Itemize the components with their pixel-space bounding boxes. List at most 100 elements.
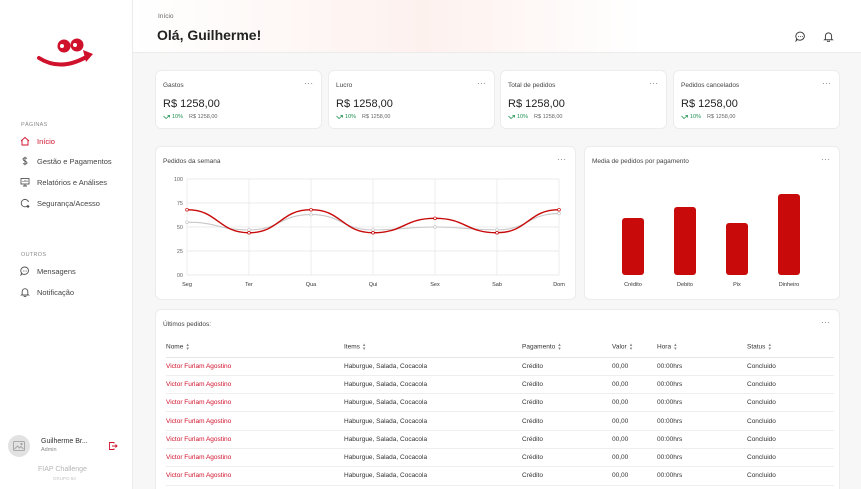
sidebar-item-seguranca[interactable]: Segurança/Acesso — [20, 196, 100, 210]
stat-trend: 10% R$ 1258,00 — [163, 114, 217, 120]
sort-icon[interactable]: ▴ ▾ — [558, 342, 561, 353]
stat-trend: 10% R$ 1258,00 — [508, 114, 562, 120]
stat-card-lucro: Lucro ··· R$ 1258,00 10% R$ 1258,00 — [328, 70, 495, 129]
bar — [674, 207, 696, 275]
cell-items: Haburgue, Salada, Cocacola — [344, 375, 522, 395]
cell-name[interactable]: Victor Furlam Agostino — [166, 430, 344, 449]
table-row[interactable]: Victor Furlam Agostino Haburgue, Salada, … — [166, 357, 834, 376]
chart-card-pedidos-semana: Pedidos da semana ··· 100 75 50 25 00 Seg Ter Q… — [155, 146, 576, 300]
cell-status: Concluido — [747, 448, 834, 468]
sort-icon[interactable]: ▴ ▾ — [362, 342, 366, 353]
orders-table-body: Victor Furlam Agostino Haburgue, Salada, … — [166, 357, 834, 486]
trend-percent: 10% — [517, 114, 529, 120]
section-label-others: OUTROS — [21, 252, 47, 258]
cell-name[interactable]: Victor Furlam Agostino — [166, 448, 344, 468]
sidebar-item-label: Início — [37, 136, 55, 146]
sidebar-item-inicio[interactable]: Início — [20, 134, 55, 148]
cell-time: 00:00hrs — [657, 411, 747, 431]
more-options-button[interactable]: ··· — [304, 79, 314, 88]
sort-icon[interactable]: ▴ ▾ — [186, 342, 189, 353]
table-row[interactable]: Victor Furlam Agostino Haburgue, Salada, … — [166, 375, 834, 395]
table-row[interactable]: Victor Furlam Agostino Haburgue, Salada, … — [166, 411, 834, 431]
x-tick-label: Ter — [245, 282, 253, 288]
column-header-status[interactable]: Status ▴ ▾ — [747, 338, 834, 358]
cell-status: Concluido — [747, 430, 834, 449]
more-options-button[interactable]: ··· — [821, 155, 831, 164]
chat-icon[interactable] — [795, 31, 806, 42]
sort-icon[interactable]: ▴ ▾ — [629, 342, 633, 353]
table-row[interactable]: Victor Furlam Agostino Haburgue, Salada, … — [166, 393, 834, 413]
sidebar-item-notificacao[interactable]: Notificação — [20, 285, 74, 299]
more-options-button[interactable]: ··· — [822, 79, 832, 88]
main-content: Início Olá, Guilherme! Gastos ··· R$ 125… — [133, 0, 861, 489]
sidebar-item-relatorios[interactable]: Relatórios e Análises — [20, 175, 107, 189]
x-tick-label: Seg — [182, 282, 192, 288]
stat-title: Pedidos cancelados — [681, 82, 740, 89]
more-options-button[interactable]: ··· — [649, 79, 659, 88]
user-role: Admin — [41, 447, 57, 453]
sort-icon[interactable]: ▴ ▾ — [674, 342, 677, 353]
x-tick-label: Sex — [430, 282, 440, 288]
table-row[interactable]: Victor Furlam Agostino Haburgue, Salada, … — [166, 466, 834, 486]
stat-title: Gastos — [163, 82, 184, 89]
cell-time: 00:00hrs — [657, 357, 747, 376]
cell-name[interactable]: Victor Furlam Agostino — [166, 393, 344, 413]
data-point — [495, 228, 499, 232]
x-tick-label: Dinheiro — [779, 282, 799, 288]
x-tick-label: Qua — [306, 282, 317, 288]
report-icon — [20, 177, 30, 187]
bar — [726, 223, 748, 275]
cell-items: Haburgue, Salada, Cocacola — [344, 411, 522, 431]
bell-icon — [20, 287, 30, 297]
cell-payment: Crédito — [522, 393, 612, 413]
table-row[interactable]: Victor Furlam Agostino Haburgue, Salada, … — [166, 430, 834, 449]
table-row[interactable]: Victor Furlam Agostino Haburgue, Salada, … — [166, 448, 834, 468]
more-options-button[interactable]: ··· — [821, 318, 831, 327]
more-options-button[interactable]: ··· — [557, 155, 567, 164]
column-header-items[interactable]: Items ▴ ▾ — [344, 338, 522, 358]
trend-up-icon — [163, 114, 170, 119]
stat-title: Total de pedidos — [508, 82, 556, 89]
x-tick-label: Pix — [733, 282, 741, 288]
home-icon — [20, 136, 30, 146]
trend-previous-value: R$ 1258,00 — [534, 114, 563, 120]
table-header-row: Nome ▴ ▾ Items ▴ ▾ Pagamento ▴ ▾ Valor ▴ ▾ Hora ▴… — [166, 338, 834, 358]
data-point — [371, 231, 375, 235]
trend-previous-value: R$ 1258,00 — [707, 114, 736, 120]
stat-title: Lucro — [336, 82, 353, 89]
image-placeholder-icon — [13, 441, 25, 451]
column-header-valor[interactable]: Valor ▴ ▾ — [612, 338, 657, 358]
column-header-nome[interactable]: Nome ▴ ▾ — [166, 338, 344, 358]
cell-value: 00,00 — [612, 357, 657, 376]
cell-name[interactable]: Victor Furlam Agostino — [166, 466, 344, 486]
stat-trend: 10% R$ 1258,00 — [681, 114, 735, 120]
cell-name[interactable]: Victor Furlam Agostino — [166, 357, 344, 376]
cell-value: 00,00 — [612, 430, 657, 449]
column-header-hora[interactable]: Hora ▴ ▾ — [657, 338, 747, 358]
avatar — [8, 435, 30, 457]
cell-name[interactable]: Victor Furlam Agostino — [166, 375, 344, 395]
column-header-pagamento[interactable]: Pagamento ▴ ▾ — [522, 338, 612, 358]
cell-status: Concluido — [747, 466, 834, 486]
user-profile[interactable]: Guilherme Br... Admin — [8, 435, 123, 457]
more-options-button[interactable]: ··· — [477, 79, 487, 88]
sidebar-item-mensagens[interactable]: Mensagens — [20, 264, 76, 278]
cell-name[interactable]: Victor Furlam Agostino — [166, 411, 344, 431]
trend-up-icon — [508, 114, 515, 119]
chart-title: Pedidos da semana — [163, 158, 221, 165]
sidebar-item-gestao[interactable]: Gestão e Pagamentos — [20, 154, 112, 168]
x-tick-label: Dom — [553, 282, 565, 288]
stat-value: R$ 1258,00 — [681, 98, 738, 110]
y-tick-label: 00 — [177, 273, 183, 279]
sort-icon[interactable]: ▴ ▾ — [768, 342, 771, 353]
bell-icon[interactable] — [823, 31, 834, 42]
orders-title: Últimos pedidos: — [163, 321, 212, 328]
trend-previous-value: R$ 1258,00 — [189, 114, 218, 120]
sidebar-item-label: Mensagens — [37, 266, 76, 276]
data-point — [495, 231, 499, 235]
logout-icon[interactable] — [108, 441, 118, 451]
sidebar-item-label: Gestão e Pagamentos — [37, 156, 112, 166]
cell-status: Concluido — [747, 411, 834, 431]
trend-percent: 10% — [172, 114, 184, 120]
